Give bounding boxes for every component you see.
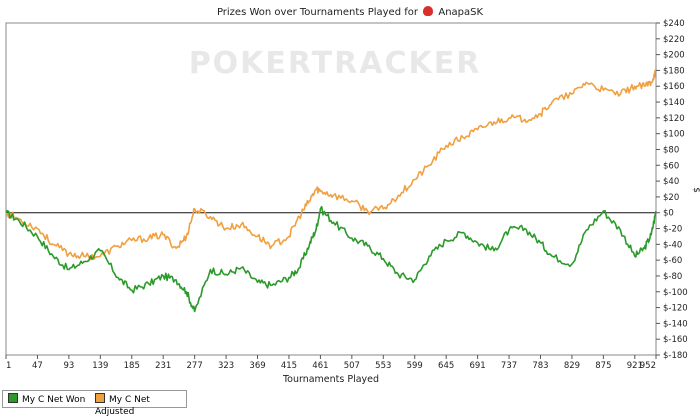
- x-tick-label: 323: [218, 361, 234, 371]
- series-group: [6, 70, 656, 311]
- legend-label-net-won: My C Net Won: [22, 395, 85, 405]
- y-tick-label: $160: [663, 82, 685, 92]
- y-tick-label: $200: [663, 51, 685, 61]
- x-tick-label: 952: [640, 361, 656, 371]
- y-tick-label: $140: [663, 98, 685, 108]
- x-tick-label: 829: [564, 361, 580, 371]
- x-axis-label: Tournaments Played: [282, 374, 379, 385]
- x-tick-label: 415: [281, 361, 297, 371]
- y-tick-label: $100: [663, 130, 685, 140]
- y-tick-label: $220: [663, 35, 685, 45]
- x-tick-label: 93: [63, 361, 74, 371]
- y-axis-label: $: [691, 187, 700, 193]
- x-tick-label: 691: [469, 361, 485, 371]
- x-tick-label: 553: [375, 361, 391, 371]
- legend-item-net-adjusted: My C Net Adjusted: [95, 393, 186, 405]
- y-tick-label: $240: [663, 19, 685, 29]
- y-tick-label: $-140: [663, 319, 688, 329]
- y-tick-label: $40: [663, 177, 679, 187]
- x-tick-label: 369: [249, 361, 265, 371]
- y-tick-label: $-100: [663, 288, 688, 298]
- x-tick-label: 139: [92, 361, 108, 371]
- y-tick-label: $-180: [663, 351, 688, 361]
- x-tick-label: 737: [501, 361, 517, 371]
- legend-swatch-net-won: [8, 393, 18, 403]
- y-tick-label: $-160: [663, 335, 688, 345]
- legend-swatch-net-adjusted: [95, 393, 105, 403]
- y-tick-label: $-40: [663, 240, 682, 250]
- x-tick-label: 231: [155, 361, 171, 371]
- y-tick-label: $60: [663, 161, 679, 171]
- y-tick-label: $-60: [663, 256, 682, 266]
- y-tick-label: $80: [663, 145, 679, 155]
- x-tick-label: 461: [312, 361, 328, 371]
- y-tick-label: $-80: [663, 272, 682, 282]
- series-line-net-won: [6, 207, 656, 312]
- legend-item-net-won: My C Net Won: [8, 393, 85, 405]
- x-tick-label: 507: [344, 361, 360, 371]
- y-tick-label: $0: [663, 209, 674, 219]
- y-tick-label: $-20: [663, 225, 682, 235]
- x-tick-label: 875: [595, 361, 611, 371]
- y-tick-label: $120: [663, 114, 685, 124]
- x-tick-label: 185: [124, 361, 140, 371]
- y-tick-label: $20: [663, 193, 679, 203]
- x-tick-label: 277: [187, 361, 203, 371]
- x-tick-label: 1: [6, 361, 11, 371]
- legend: My C Net Won My C Net Adjusted: [2, 390, 187, 408]
- x-tick-label: 47: [32, 361, 43, 371]
- x-tick-label: 599: [407, 361, 423, 371]
- series-line-net-adjusted: [6, 70, 656, 260]
- y-tick-label: $-120: [663, 304, 688, 314]
- y-tick-label: $180: [663, 66, 685, 76]
- watermark-text: POKERTRACKER: [189, 46, 482, 81]
- x-tick-label: 645: [438, 361, 454, 371]
- x-tick-label: 783: [532, 361, 548, 371]
